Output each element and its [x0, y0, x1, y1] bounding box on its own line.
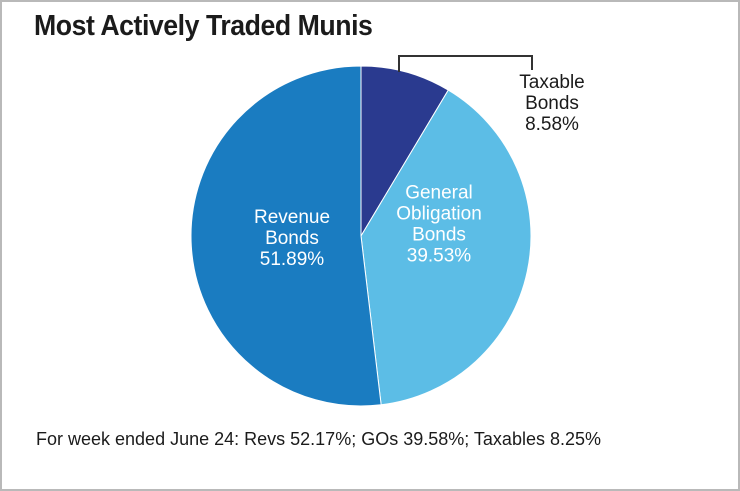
chart-title: Most Actively Traded Munis [34, 10, 373, 42]
taxable-bonds-label: Taxable Bonds 8.58% [519, 72, 585, 135]
revenue-bonds-label: Revenue Bonds 51.89% [254, 207, 330, 270]
taxable-callout: Taxable Bonds 8.58% [398, 55, 585, 135]
callout-bracket [398, 55, 533, 72]
revenue-bonds-slice [190, 65, 382, 407]
general-obligation-label: General Obligation Bonds 39.53% [396, 183, 482, 267]
pie-slices [190, 65, 532, 407]
general-obligation-slice [360, 89, 532, 406]
slice-labels: General Obligation Bonds 39.53% Revenue Bonds… [254, 183, 482, 271]
taxable-bonds-slice [360, 65, 449, 238]
footnote: For week ended June 24: Revs 52.17%; GOs… [36, 429, 602, 449]
